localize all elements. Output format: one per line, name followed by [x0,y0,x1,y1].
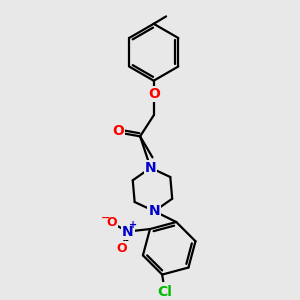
Text: O: O [116,242,127,255]
Text: O: O [112,124,124,138]
Text: O: O [148,87,160,101]
Text: N: N [122,224,134,239]
Text: O: O [106,216,117,230]
Text: N: N [145,161,156,175]
Text: +: + [129,220,137,230]
Text: Cl: Cl [157,285,172,299]
Text: N: N [148,204,160,218]
Text: −: − [101,213,110,223]
